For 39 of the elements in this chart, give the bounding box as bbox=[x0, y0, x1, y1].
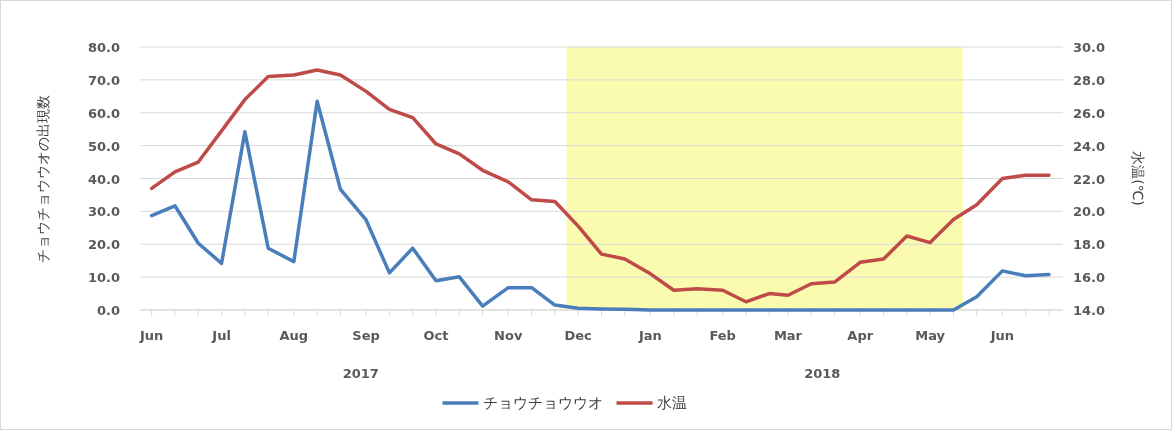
text: 2018 bbox=[804, 366, 841, 381]
y-tick-label: 70.0 bbox=[87, 72, 120, 88]
y2-tick-label: 22.0 bbox=[1073, 171, 1106, 187]
x-tick-label: May bbox=[915, 328, 946, 343]
y2-tick-label: 18.0 bbox=[1073, 237, 1106, 253]
y-tick-label: 0.0 bbox=[96, 303, 120, 318]
x-tick-label: Jun bbox=[989, 328, 1015, 343]
y2-tick-label: 16.0 bbox=[1073, 270, 1106, 286]
x-tick-label: Apr bbox=[847, 328, 874, 343]
y-tick-label: 10.0 bbox=[87, 270, 120, 286]
legend-label: 水温 bbox=[656, 394, 687, 412]
x-tick-label: Jan bbox=[638, 328, 662, 343]
y-tick-label: 60.0 bbox=[87, 105, 120, 121]
x-tick-label: Sep bbox=[352, 328, 380, 343]
y-tick-label: 50.0 bbox=[87, 138, 120, 154]
y2-tick-label: 26.0 bbox=[1073, 105, 1106, 121]
x-tick-label: Nov bbox=[494, 328, 523, 343]
text: 2017 bbox=[342, 366, 379, 381]
y-tick-label: 20.0 bbox=[87, 237, 120, 253]
x-tick-label: Jun bbox=[138, 328, 164, 343]
y-axis-title: チョウチョウウオの出現数 bbox=[35, 94, 51, 263]
legend-label: チョウチョウウオ bbox=[482, 394, 603, 412]
y2-tick-label: 30.0 bbox=[1073, 40, 1106, 55]
x-tick-label: Jul bbox=[211, 328, 231, 343]
x-tick-label: Dec bbox=[564, 328, 592, 343]
y2-tick-label: 28.0 bbox=[1073, 72, 1106, 88]
y-tick-label: 30.0 bbox=[87, 204, 120, 220]
line-series bbox=[149, 68, 1051, 304]
y2-tick-label: 20.0 bbox=[1073, 204, 1106, 220]
x-tick-label: Aug bbox=[279, 328, 309, 343]
x-tick-label: Mar bbox=[773, 328, 803, 343]
y-tick-label: 80.0 bbox=[87, 40, 120, 55]
y2-tick-label: 24.0 bbox=[1073, 138, 1106, 154]
x-tick-label: Feb bbox=[709, 328, 736, 343]
y2-tick-label: 14.0 bbox=[1073, 303, 1106, 318]
y2-axis-title: 水温(℃) bbox=[1130, 151, 1146, 206]
line-series bbox=[149, 99, 1051, 312]
y-tick-label: 40.0 bbox=[87, 171, 120, 187]
x-tick-label: Oct bbox=[423, 328, 449, 343]
